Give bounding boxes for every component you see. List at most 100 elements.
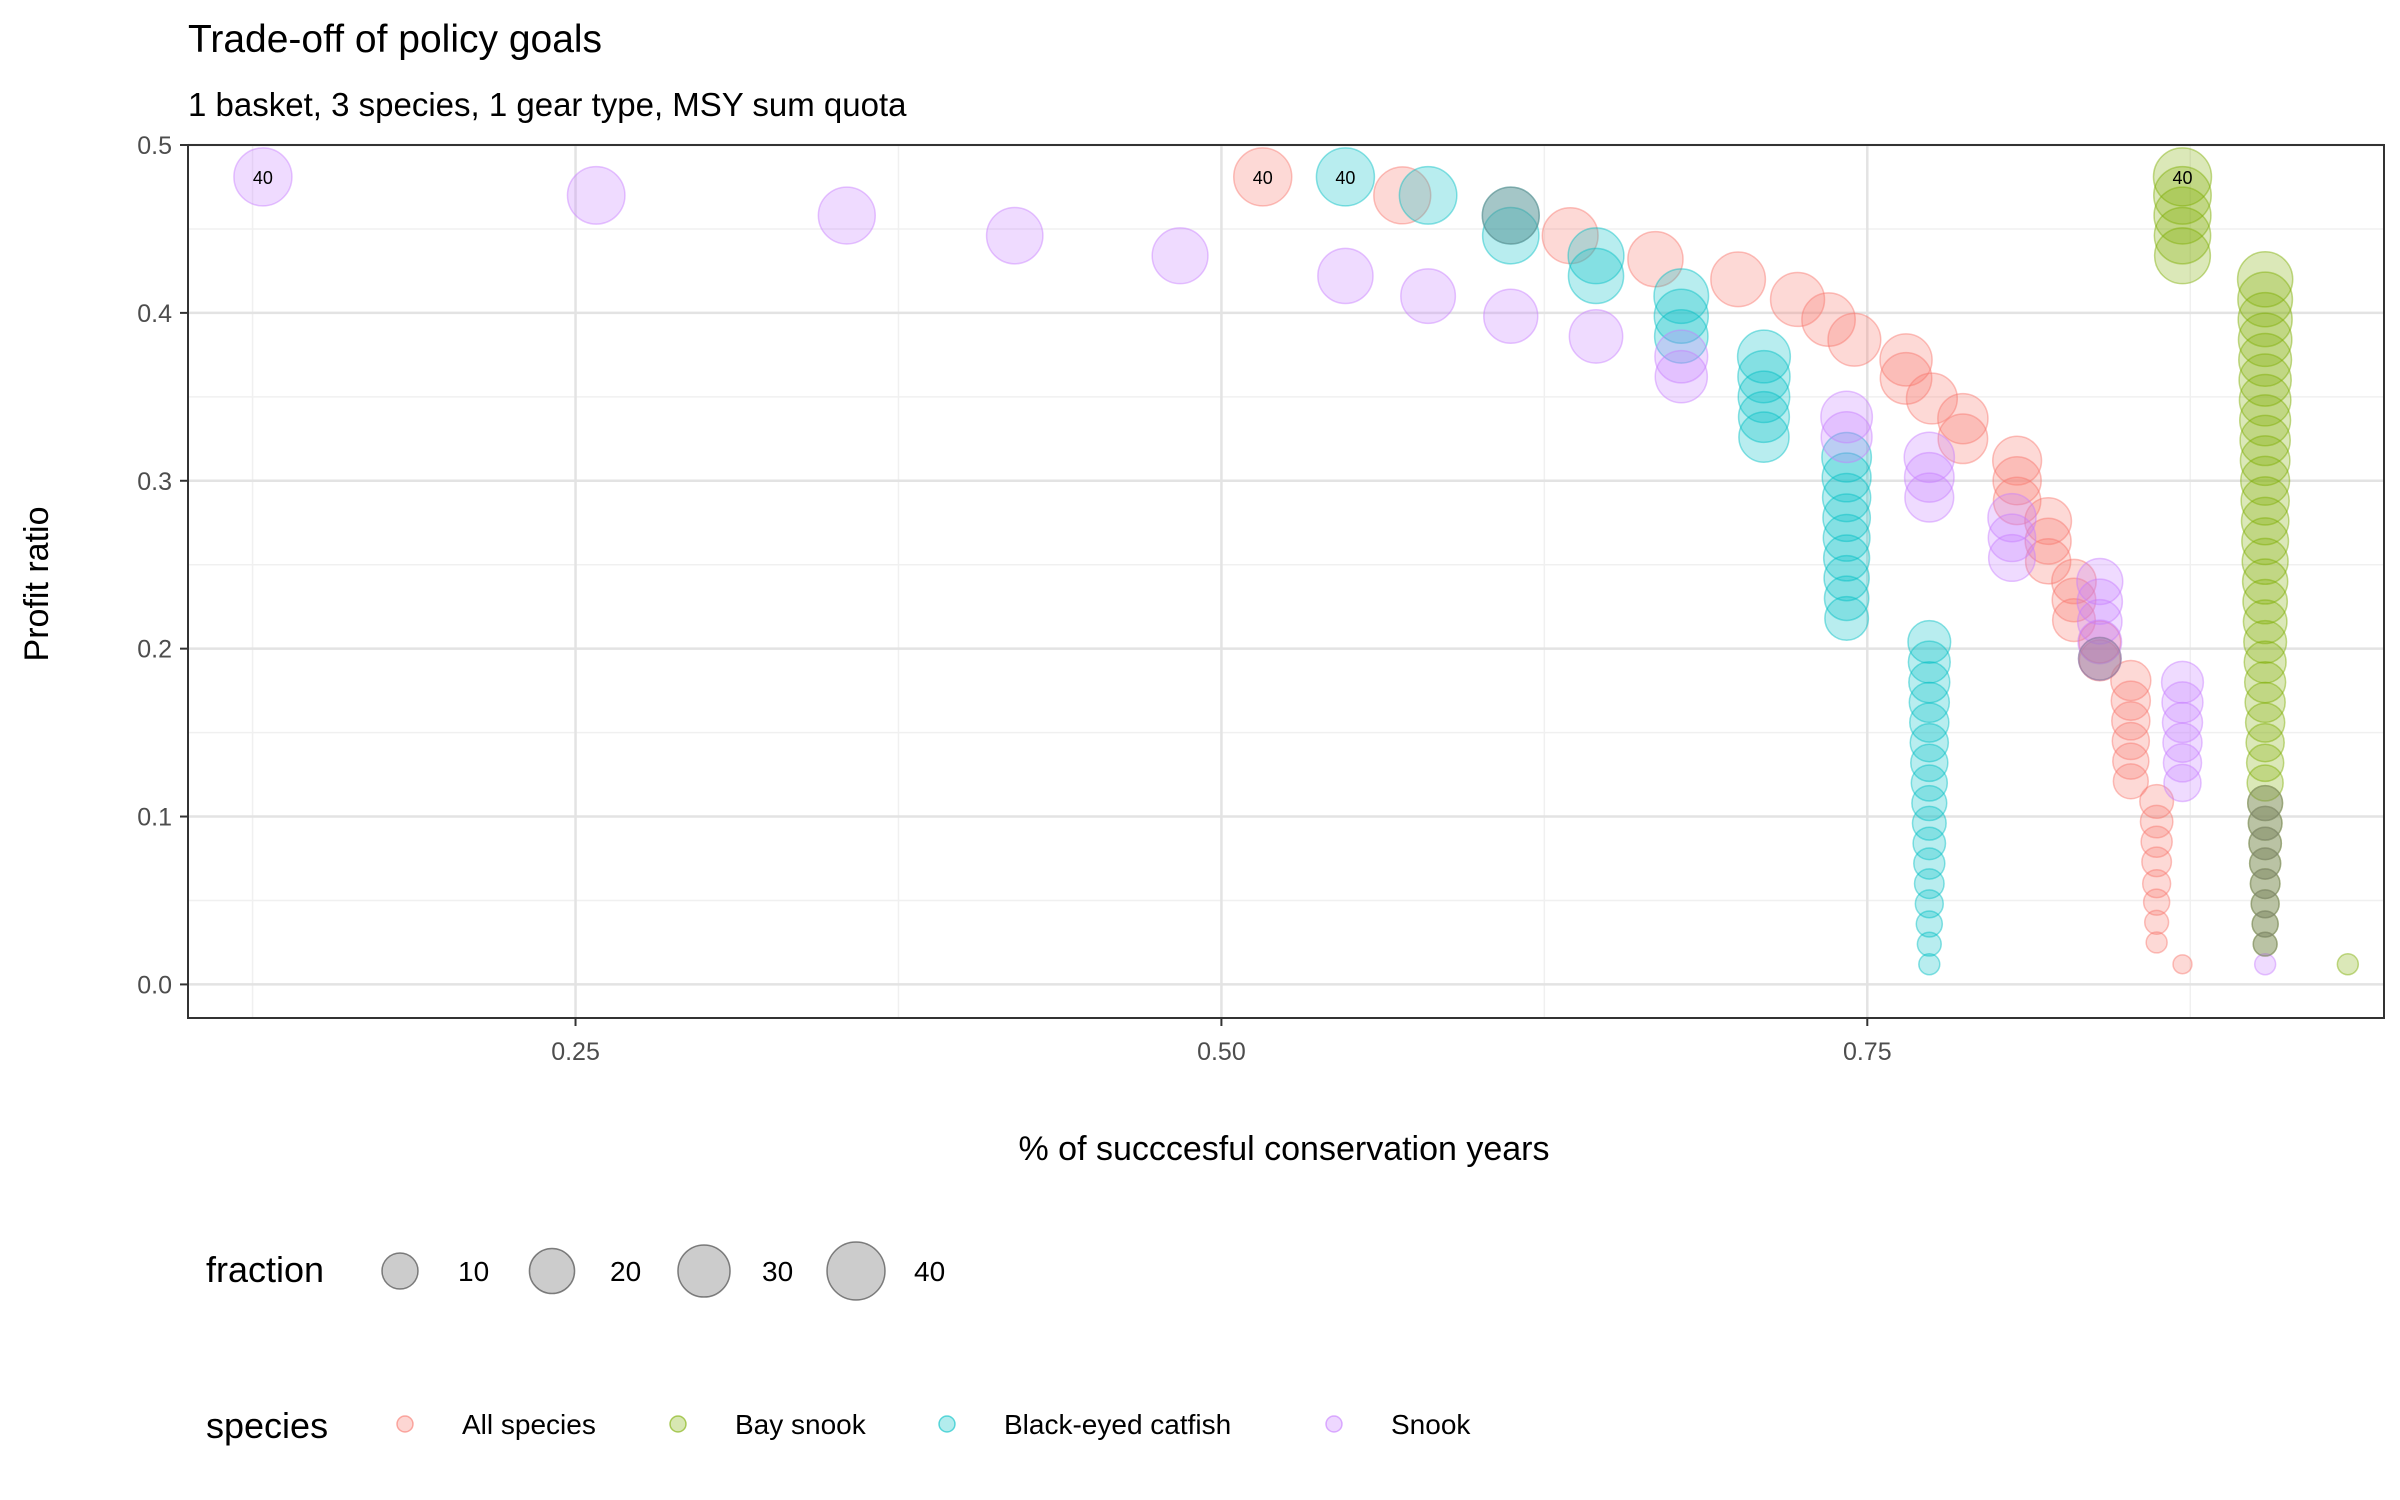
point-all-species — [2141, 846, 2173, 878]
point-all-species — [2110, 659, 2152, 702]
point-black-eyed-catfish — [1567, 247, 1625, 305]
point-bay-snook — [2241, 558, 2289, 605]
point-overlap — [2248, 847, 2282, 880]
point-label: 40 — [253, 168, 273, 188]
point-snook — [1987, 492, 2037, 543]
point-black-eyed-catfish — [1909, 702, 1950, 743]
point-overlap — [2249, 868, 2281, 900]
species-legend-title: species — [206, 1405, 328, 1446]
point-bay-snook — [2239, 414, 2291, 467]
size-legend-label: 40 — [914, 1256, 945, 1287]
size-legend-key — [826, 1241, 886, 1301]
size-legend-key — [528, 1247, 576, 1295]
point-all-species — [2111, 701, 2151, 741]
species-legend-key — [669, 1415, 687, 1433]
point-snook — [1483, 288, 1539, 344]
size-legend-title: fraction — [206, 1249, 324, 1290]
point-black-eyed-catfish — [1821, 472, 1872, 523]
point-bay-snook — [2152, 147, 2213, 207]
point-overlap — [2246, 784, 2284, 822]
y-tick-label: 0.1 — [137, 804, 172, 832]
point-label: 40 — [1253, 168, 1273, 188]
point-all-species — [1992, 455, 2042, 506]
point-snook — [1820, 410, 1873, 464]
point-snook — [1903, 431, 1956, 484]
point-all-species — [2112, 742, 2150, 780]
y-tick-label: 0.0 — [137, 971, 172, 999]
point-all-species — [2051, 598, 2097, 643]
point-snook — [817, 186, 876, 245]
point-snook — [1151, 227, 1209, 285]
point-bay-snook — [2251, 910, 2279, 938]
point-bay-snook — [2153, 186, 2212, 245]
point-overlap — [2252, 931, 2278, 957]
species-legend-label: All species — [462, 1409, 596, 1440]
point-all-species — [1710, 251, 1767, 308]
point-snook — [1987, 513, 2037, 563]
point-black-eyed-catfish — [1909, 722, 1950, 763]
point-black-eyed-catfish — [1821, 431, 1873, 483]
point-label: 40 — [1335, 168, 1355, 188]
point-black-eyed-catfish — [1737, 390, 1791, 444]
point-black-eyed-catfish — [1913, 868, 1945, 900]
point-snook — [566, 165, 626, 225]
point-black-eyed-catfish — [1822, 493, 1872, 543]
point-black-eyed-catfish — [1398, 165, 1458, 225]
point-bay-snook — [2245, 743, 2285, 783]
point-all-species — [1879, 333, 1933, 387]
size-legend-label: 20 — [610, 1256, 641, 1287]
point-all-species — [2024, 517, 2072, 565]
species-legend: species All species Bay snook Black-eyed c… — [206, 1405, 1471, 1446]
point-bay-snook — [2244, 702, 2286, 743]
point-bay-snook — [2237, 271, 2294, 328]
point-black-eyed-catfish — [1910, 743, 1949, 783]
point-black-eyed-catfish — [1738, 411, 1790, 463]
point-bay-snook — [2153, 206, 2212, 265]
point-bay-snook — [2244, 681, 2286, 724]
axis-ticks: 0.25 0.50 0.75 0.0 0.1 0.2 0.3 0.4 0.5 — [137, 132, 1891, 1066]
point-all-species — [2140, 825, 2173, 858]
point-black-eyed-catfish — [1821, 452, 1872, 503]
point-snook — [1317, 247, 1374, 305]
point-bay-snook — [2242, 599, 2288, 645]
x-tick-label: 0.25 — [551, 1038, 600, 1066]
size-legend: fraction 10 20 30 40 — [206, 1241, 945, 1301]
point-snook — [233, 147, 293, 207]
point-bay-snook — [2243, 640, 2287, 684]
point-bay-snook — [2246, 784, 2284, 822]
point-bay-snook — [2240, 455, 2291, 506]
point-labels: 40 40 40 40 — [253, 168, 2193, 188]
point-all-species — [1905, 372, 1959, 425]
size-legend-key — [381, 1252, 419, 1290]
point-all-species — [1801, 292, 1856, 348]
point-all-species — [1541, 207, 1599, 265]
point-black-eyed-catfish — [1567, 227, 1625, 285]
point-bay-snook — [2239, 435, 2291, 487]
plot-panel-border — [187, 144, 2385, 1019]
point-snook — [1654, 349, 1709, 404]
point-label: 40 — [2172, 168, 2192, 188]
point-all-species — [2078, 639, 2122, 682]
species-legend-key — [396, 1415, 414, 1433]
point-black-eyed-catfish — [1653, 308, 1709, 364]
data-points — [233, 147, 2360, 976]
point-bay-snook — [2238, 332, 2293, 388]
point-all-species — [1827, 312, 1882, 367]
point-snook — [2160, 660, 2205, 704]
point-all-species — [2112, 763, 2149, 800]
point-snook — [1987, 533, 2037, 583]
point-snook — [2163, 763, 2202, 803]
point-black-eyed-catfish — [1915, 910, 1944, 938]
point-bay-snook — [2248, 826, 2283, 861]
chart-title: Trade-off of policy goals — [188, 18, 602, 61]
point-black-eyed-catfish — [1737, 349, 1791, 404]
point-snook — [2253, 953, 2277, 976]
point-snook — [2162, 722, 2203, 763]
point-bay-snook — [2153, 227, 2212, 285]
point-all-species — [1879, 351, 1933, 405]
point-bay-snook — [2238, 353, 2292, 407]
point-black-eyed-catfish — [1315, 147, 1376, 207]
size-legend-label: 30 — [762, 1256, 793, 1287]
point-black-eyed-catfish — [1823, 554, 1870, 602]
point-bay-snook — [2242, 578, 2289, 625]
